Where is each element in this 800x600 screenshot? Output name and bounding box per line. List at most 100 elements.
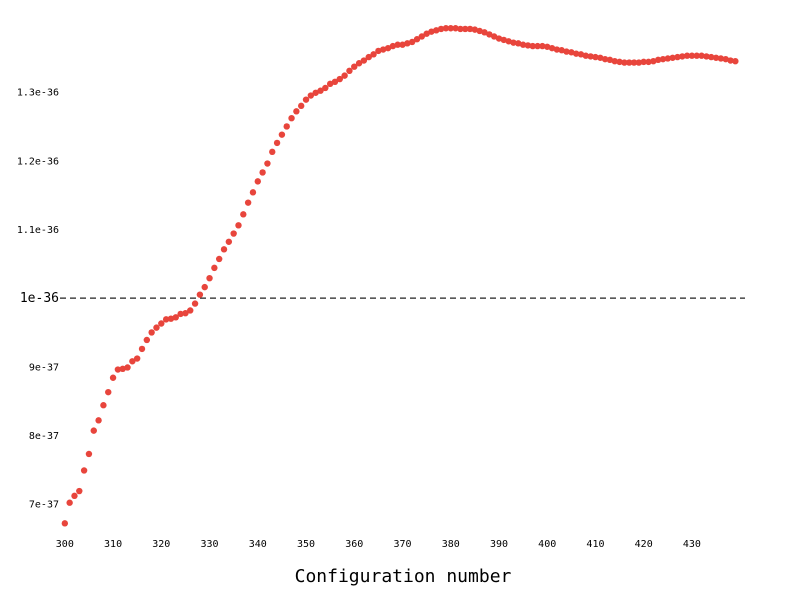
data-point (519, 41, 527, 48)
y-tick-label: 1.3e-36 (17, 88, 59, 99)
data-point (351, 63, 358, 70)
data-point (162, 316, 170, 323)
data-point (558, 47, 565, 54)
data-point (384, 44, 392, 52)
data-point (288, 114, 295, 122)
data-point (264, 160, 271, 167)
data-point (462, 25, 469, 33)
data-point (423, 30, 430, 37)
x-tick-label: 300 (56, 539, 74, 550)
x-tick-label: 410 (586, 539, 604, 550)
data-point (380, 46, 387, 53)
data-point (297, 102, 305, 110)
data-point (577, 51, 585, 58)
data-point (269, 148, 276, 156)
data-point (153, 324, 160, 331)
data-point (486, 31, 493, 38)
data-point (404, 40, 411, 47)
x-tick-label: 350 (297, 539, 315, 550)
data-point (592, 53, 599, 61)
x-tick-label: 430 (683, 539, 701, 550)
data-point (254, 178, 261, 185)
data-point (322, 84, 329, 92)
data-point (143, 336, 151, 344)
data-point (703, 53, 710, 60)
data-point (114, 366, 122, 373)
x-tick-label: 330 (201, 539, 219, 550)
data-point (664, 55, 672, 62)
data-point (177, 310, 184, 318)
data-point (196, 291, 204, 298)
data-point (621, 59, 628, 66)
data-point (683, 52, 691, 59)
data-point (365, 53, 372, 61)
data-point (167, 315, 175, 322)
data-point (428, 28, 435, 35)
data-point (635, 59, 643, 66)
data-point (331, 78, 339, 86)
data-point (90, 427, 97, 434)
data-point (100, 402, 107, 409)
data-point (534, 42, 541, 50)
data-point (529, 42, 536, 50)
data-point (413, 36, 421, 43)
data-point (312, 89, 319, 96)
data-point (654, 56, 662, 64)
data-point (133, 355, 141, 362)
data-point (124, 364, 131, 371)
data-point (640, 58, 647, 66)
data-point (273, 139, 281, 147)
data-points (61, 25, 739, 527)
reference-line-group: 1e-36 (20, 291, 745, 306)
data-point (630, 59, 638, 66)
data-point (457, 25, 464, 33)
data-point (442, 25, 450, 32)
data-point (563, 48, 570, 55)
data-point (394, 41, 401, 48)
data-point (544, 43, 551, 50)
data-point (326, 80, 334, 88)
x-tick-label: 390 (490, 539, 508, 550)
data-point (659, 55, 667, 63)
data-point (698, 52, 705, 59)
data-point (669, 54, 676, 61)
data-point (616, 58, 623, 66)
data-point (679, 53, 686, 60)
data-point (399, 41, 406, 48)
data-point (346, 67, 353, 75)
data-point (191, 300, 199, 307)
data-point (495, 35, 503, 42)
x-tick-label: 360 (345, 539, 363, 550)
data-point (693, 52, 700, 59)
data-point (476, 27, 483, 35)
data-point (447, 25, 454, 32)
data-point (307, 92, 315, 99)
data-point (505, 38, 512, 45)
data-point (674, 53, 681, 61)
data-point (148, 329, 155, 336)
data-point (471, 26, 479, 33)
data-point (215, 255, 223, 263)
y-tick-label: 1.1e-36 (17, 225, 59, 236)
data-point (452, 25, 459, 32)
data-point (66, 499, 73, 506)
data-point (187, 307, 194, 314)
data-point (727, 57, 734, 64)
x-tick-label: 310 (104, 539, 122, 550)
x-tick-label: 420 (635, 539, 653, 550)
data-point (119, 365, 126, 373)
data-point (732, 58, 739, 65)
data-point (481, 29, 488, 36)
data-point (572, 50, 580, 57)
data-point (355, 60, 363, 67)
data-point (95, 417, 102, 424)
data-point (510, 39, 517, 46)
data-point (650, 58, 657, 65)
data-point (278, 131, 286, 138)
data-point (172, 314, 179, 321)
data-point (645, 58, 652, 66)
data-point (524, 42, 532, 49)
data-point (717, 55, 725, 62)
data-point (568, 49, 575, 56)
